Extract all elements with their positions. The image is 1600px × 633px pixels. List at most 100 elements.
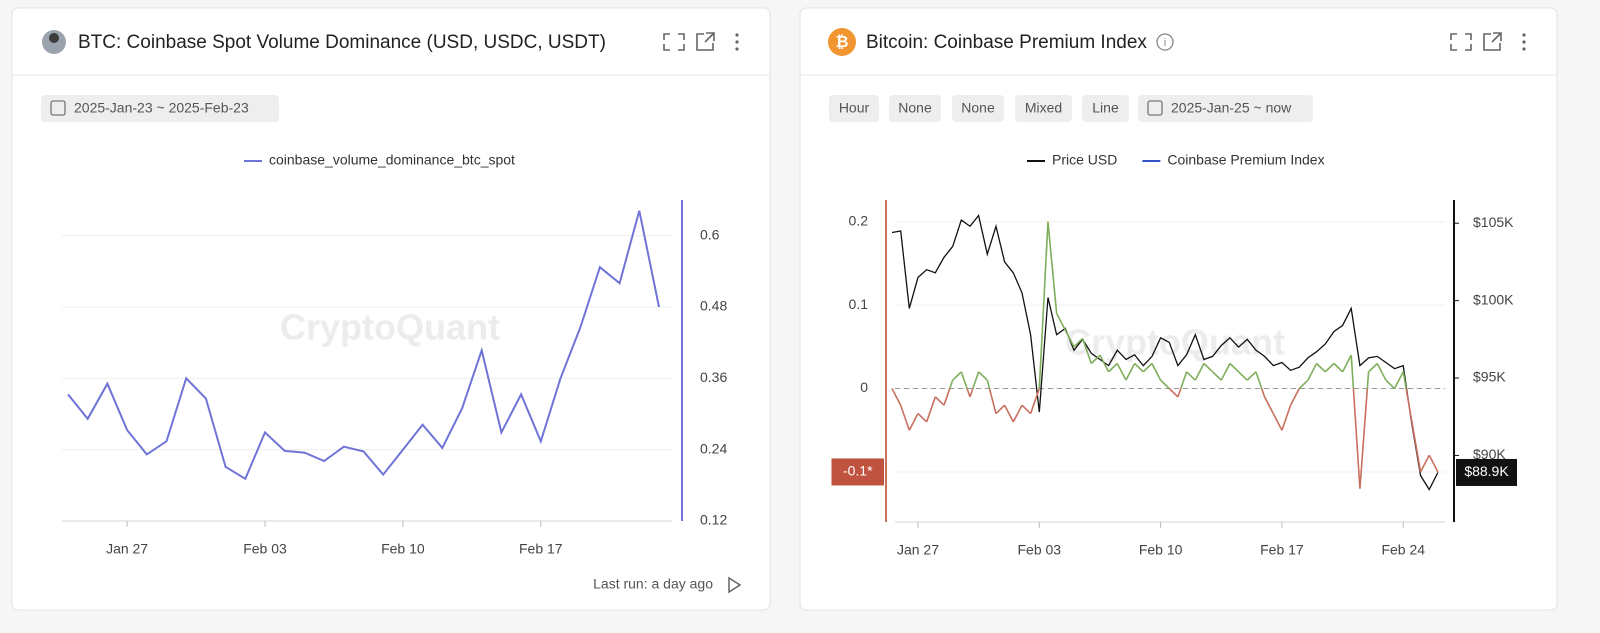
y2-tick-label: $90K [1473, 446, 1506, 462]
info-glyph: i [1164, 37, 1166, 49]
premium-segment [1255, 371, 1263, 389]
legend-label: coinbase_volume_dominance_btc_spot [269, 152, 515, 168]
premium-segment [925, 396, 937, 423]
premium-segment [1260, 388, 1266, 398]
premium-segment [1047, 221, 1058, 314]
premium-segment [1142, 362, 1153, 373]
premium-segment [1116, 363, 1127, 381]
toolbar[interactable] [663, 32, 715, 51]
y-tick-label: 0.12 [700, 512, 727, 528]
control-label: Hour [839, 100, 870, 116]
expand-icon[interactable] [1450, 33, 1472, 51]
premium-segment [917, 412, 928, 423]
toolbar[interactable] [1450, 32, 1502, 51]
premium-segment [1298, 379, 1309, 390]
premium-segment [1220, 363, 1231, 381]
value-badge-label: -0.1* [843, 463, 873, 479]
premium-segment [891, 388, 902, 406]
series-line [891, 214, 1439, 491]
premium-segment [1081, 338, 1093, 364]
premium-segment [1168, 387, 1179, 398]
control-pill[interactable] [889, 95, 941, 122]
y-tick-label: 0.6 [700, 226, 720, 242]
premium-segment [1272, 413, 1283, 431]
value-badge [831, 458, 884, 486]
premium-segment [986, 379, 991, 389]
open-icon[interactable] [1483, 32, 1502, 51]
y-tick-label: 0.36 [700, 369, 727, 385]
premium-segment [1341, 354, 1352, 373]
premium-segment [1021, 404, 1032, 415]
premium-segment [1246, 371, 1257, 381]
premium-segment [1064, 329, 1075, 348]
info-icon[interactable] [1156, 33, 1174, 51]
premium-segment [1090, 354, 1101, 365]
date-range: 2025-Jan-25 ~ now [1171, 100, 1292, 116]
x-tick-label: Feb 24 [1381, 542, 1425, 558]
premium-segment [1012, 404, 1023, 423]
premium-segment [1366, 371, 1370, 389]
series-line [67, 210, 660, 481]
x-tick-label: Feb 03 [1018, 542, 1062, 558]
x-tick-label: Feb 17 [1260, 542, 1304, 558]
premium-segment [908, 413, 919, 431]
value-badge [1456, 458, 1517, 486]
y-tick-label: 0 [860, 379, 868, 395]
x-tick-label: Feb 17 [519, 541, 563, 557]
premium-segment [969, 388, 974, 398]
premium-segment [978, 371, 988, 381]
x-tick-label: Feb 10 [1139, 542, 1183, 558]
premium-segment [1151, 363, 1162, 381]
open-icon[interactable] [696, 32, 715, 51]
panel-title: Bitcoin: Coinbase Premium Index [866, 32, 1147, 53]
watermark: CryptoQuant [1065, 322, 1285, 363]
control-label: None [961, 100, 995, 116]
y2-tick-label: $100K [1473, 291, 1514, 307]
premium-segment [1350, 355, 1355, 389]
expand-icon[interactable] [663, 33, 685, 51]
more-icon[interactable] [735, 33, 739, 51]
control-pill[interactable] [952, 95, 1004, 122]
watermark: CryptoQuant [280, 307, 500, 348]
calendar-icon [1147, 100, 1163, 116]
control-label: None [898, 100, 932, 116]
card [11, 7, 771, 611]
value-badge-label: $88.9K [1464, 463, 1509, 479]
control-pill[interactable] [1015, 95, 1072, 122]
btc-symbol: ₿ [835, 33, 848, 51]
y2-tick-label: $95K [1473, 369, 1506, 385]
control-label: Mixed [1025, 100, 1062, 116]
premium-segment [1073, 337, 1084, 348]
date-pill[interactable] [1138, 95, 1313, 122]
control-pill[interactable] [1082, 95, 1129, 122]
avatar-head [49, 33, 59, 43]
date-range: 2025-Jan-23 ~ 2025-Feb-23 [74, 100, 249, 116]
date-pill[interactable] [41, 95, 279, 122]
control-label: Line [1092, 100, 1119, 116]
premium-segment [1180, 371, 1188, 389]
y-tick-label: 0.24 [700, 440, 727, 456]
premium-segment [1238, 371, 1248, 381]
premium-segment [1324, 362, 1335, 373]
card [799, 7, 1558, 611]
premium-segment [943, 388, 951, 406]
premium-segment [1402, 371, 1407, 389]
x-tick-label: Jan 27 [106, 541, 148, 557]
premium-segment [1352, 388, 1361, 489]
more-icon[interactable] [1522, 33, 1526, 51]
x-tick-label: Feb 03 [243, 541, 287, 557]
legend-label: Coinbase Premium Index [1167, 152, 1324, 168]
premium-segment [1289, 388, 1300, 406]
premium-segment [1405, 388, 1413, 423]
panel-title: BTC: Coinbase Spot Volume Dominance (USD… [78, 32, 606, 53]
premium-segment [960, 371, 968, 389]
run-icon[interactable] [728, 576, 742, 594]
premium-segment [1411, 421, 1422, 473]
premium-segment [966, 388, 971, 398]
y-tick-label: 0.48 [700, 298, 727, 314]
last-run: Last run: a day ago [593, 576, 713, 592]
premium-segment [1203, 362, 1214, 373]
premium-segment [1029, 388, 1041, 414]
control-pill[interactable] [829, 95, 879, 122]
premium-segment [1099, 354, 1110, 373]
